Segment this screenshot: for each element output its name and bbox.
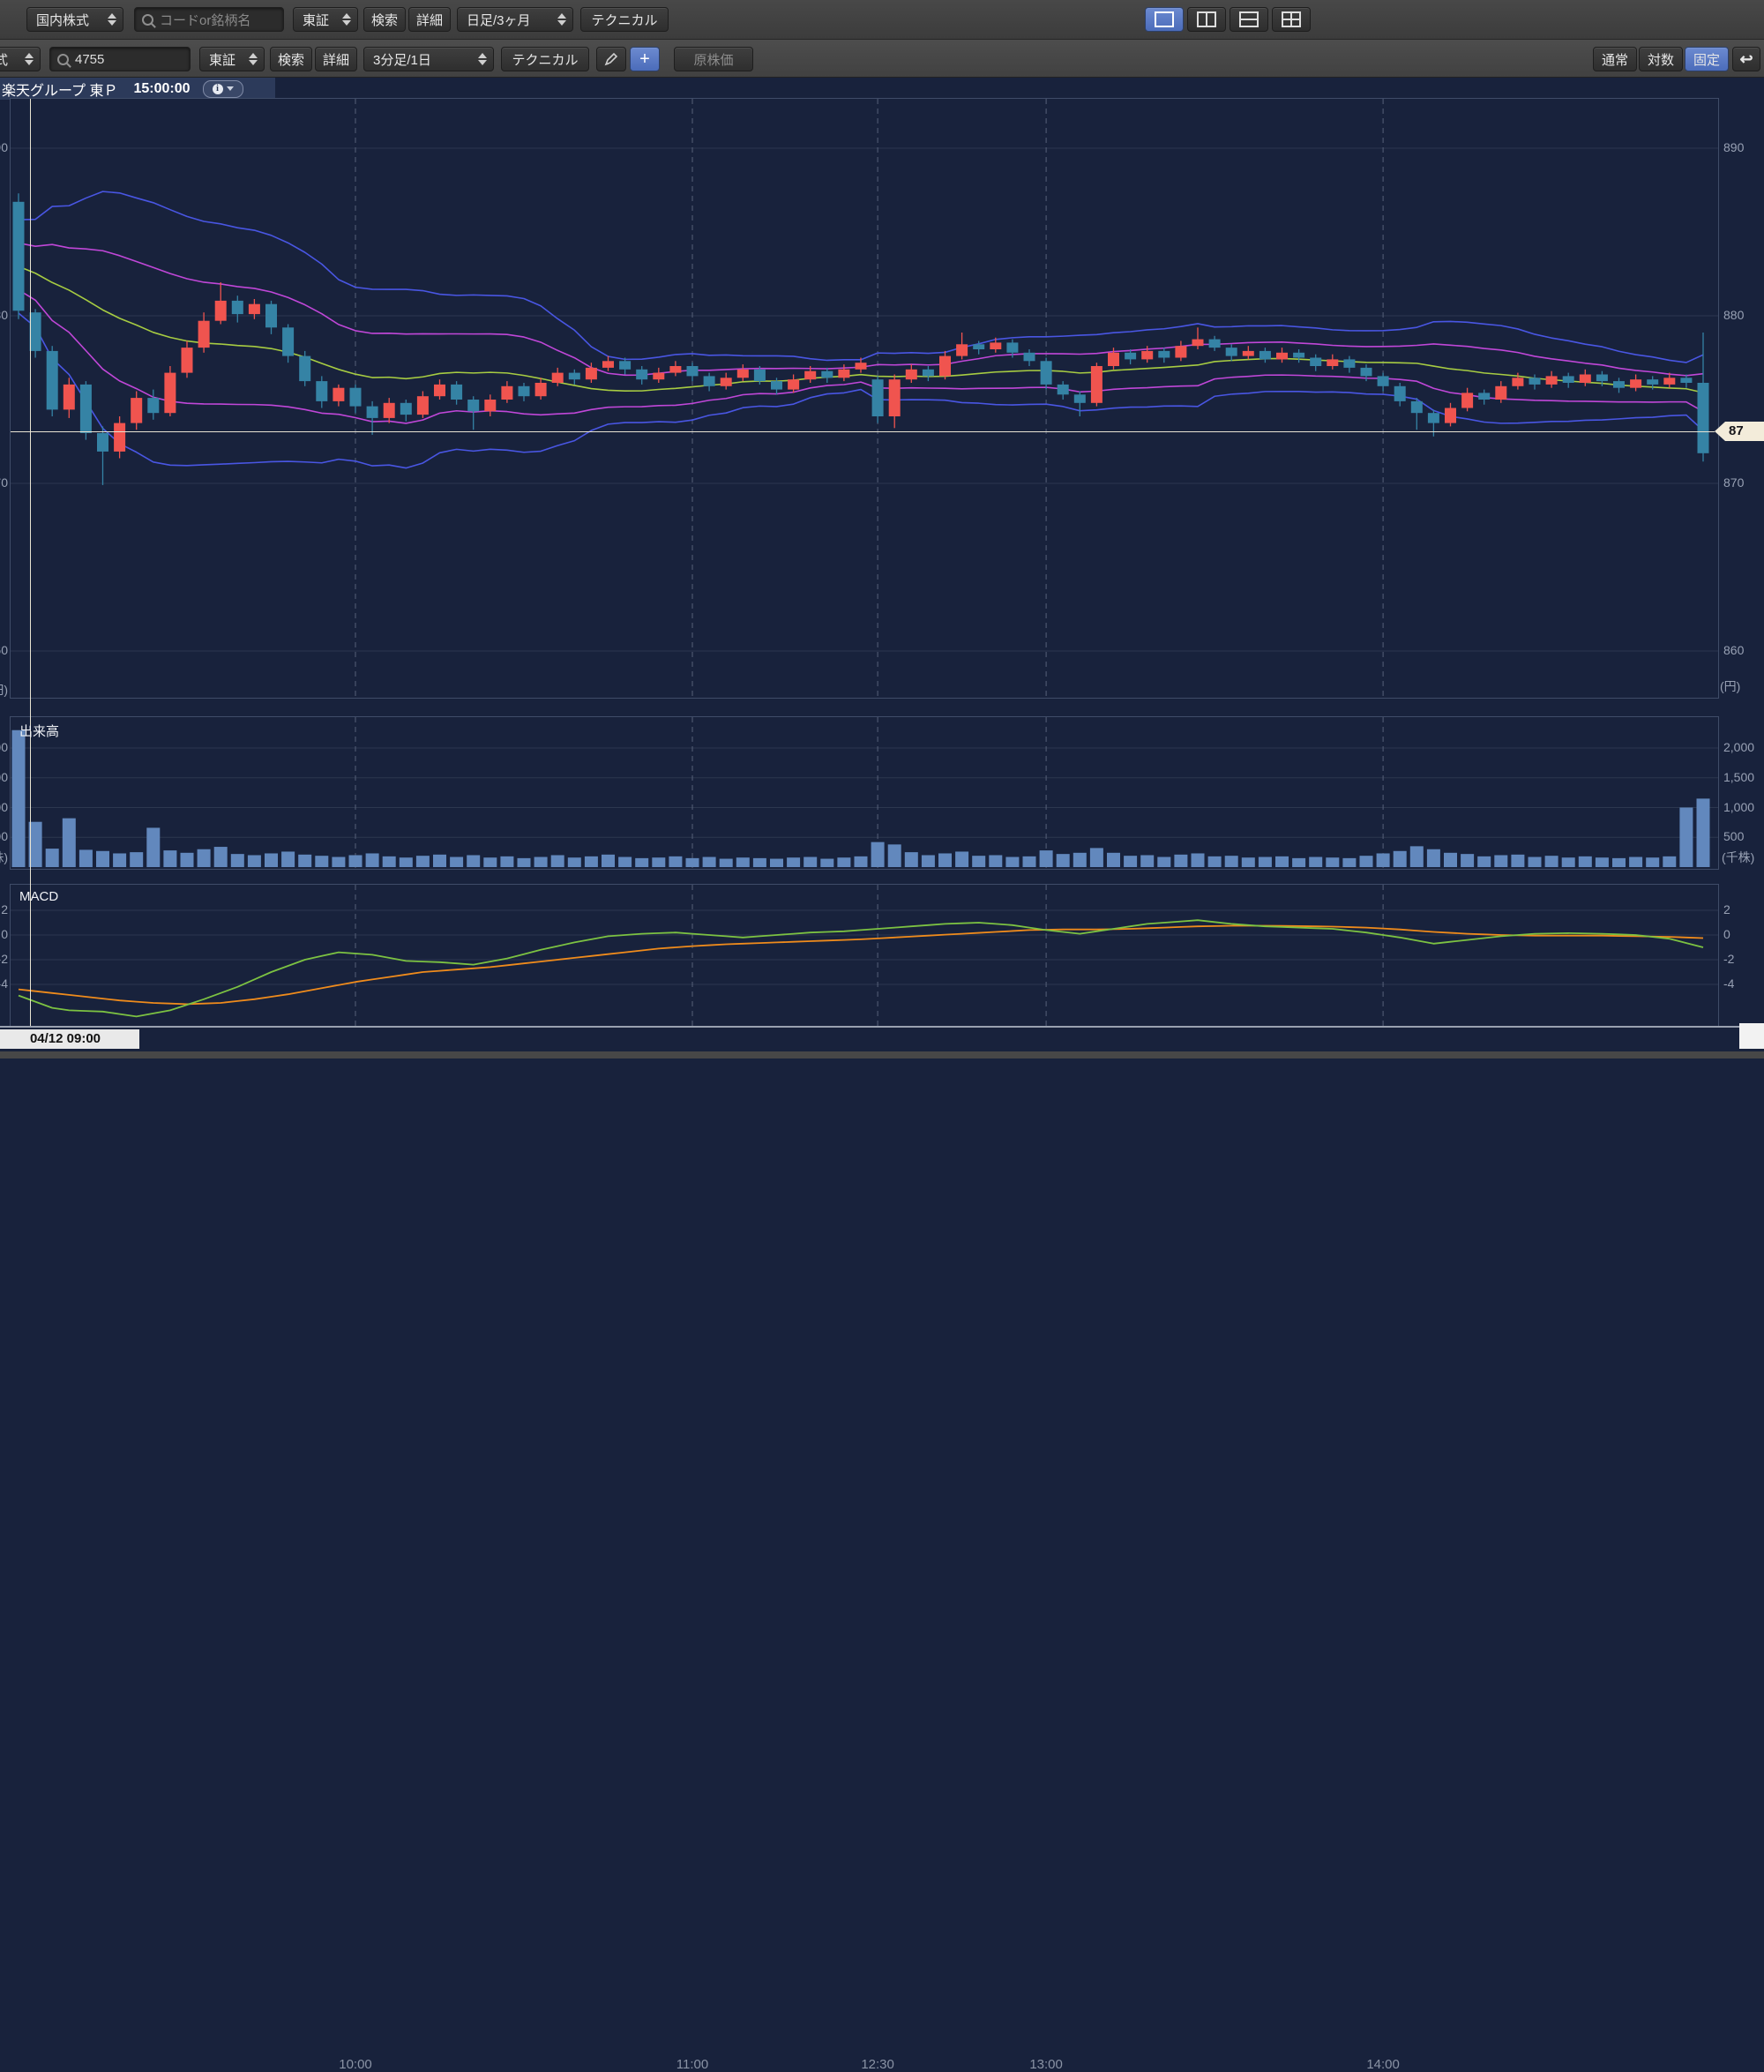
chart-header: 楽天グループ 東Ｐ 15:00:00 i [0, 78, 275, 100]
volume-axis-label-left: 500 [0, 829, 8, 844]
volume-axis-label: 2,000 [1723, 740, 1755, 754]
select-arrows-icon [25, 53, 34, 65]
time-axis-label: 10:00 [339, 2057, 372, 2072]
window-bottom-strip [0, 1051, 1764, 1058]
plus-icon: + [639, 49, 650, 69]
scale-normal-button[interactable]: 通常 [1593, 47, 1637, 71]
scale-log-button[interactable]: 対数 [1639, 47, 1683, 71]
technical-button[interactable]: テクニカル [580, 7, 669, 32]
layout-two-column-button[interactable] [1187, 7, 1226, 32]
layout-grid-button[interactable] [1272, 7, 1311, 32]
volume-axis-label-left: 1,500 [0, 769, 8, 784]
volume-axis-label: 500 [1723, 829, 1745, 844]
info-dropdown-button[interactable]: i [202, 79, 243, 98]
macd-axis-label: 0 [1723, 927, 1730, 941]
crosshair-horizontal-line [11, 431, 1715, 432]
volume-axis-unit: (千株) [1722, 850, 1755, 864]
technical-button[interactable]: テクニカル [501, 47, 589, 71]
trading-app-window: { "toolbar_top": { "market_select": "国内株… [0, 0, 1764, 1058]
layout-grid-icon [1282, 11, 1301, 27]
chevron-down-icon [226, 86, 234, 91]
price-axis-label-left: 880 [0, 308, 8, 322]
volume-axis-label: 1,500 [1723, 769, 1755, 784]
layout-single-button[interactable] [1145, 7, 1184, 32]
symbol-search-input[interactable]: コードor銘柄名 [134, 7, 284, 32]
crosshair-add-button[interactable]: + [630, 47, 660, 71]
scale-fixed-button[interactable]: 固定 [1685, 47, 1729, 71]
interval-select[interactable]: 3分足/1日 [363, 47, 494, 71]
volume-pane-label: 出来高 [19, 724, 60, 739]
detail-button[interactable]: 詳細 [408, 7, 451, 32]
macd-axis-label-left: -2 [0, 952, 8, 966]
macd-axis-label-left: 2 [1, 902, 8, 916]
symbol-code-input[interactable]: 4755 [49, 47, 191, 71]
time-axis-label: 14:00 [1366, 2057, 1400, 2072]
macd-axis-label-left: -4 [0, 976, 8, 991]
layout-single-icon [1155, 11, 1174, 27]
time-axis-label: 12:30 [861, 2057, 894, 2072]
price-axis-label: 880 [1723, 308, 1745, 322]
period-select[interactable]: 日足/3ヶ月 [457, 7, 573, 32]
crosshair-price-tag: 87 [1715, 422, 1764, 441]
price-axis-label: 870 [1723, 475, 1745, 490]
search-button[interactable]: 検索 [363, 7, 406, 32]
select-arrows-icon [249, 53, 258, 65]
volume-pane[interactable] [10, 716, 1719, 870]
draw-tool-button[interactable] [596, 47, 626, 71]
search-icon [142, 13, 153, 26]
top-toolbar: 国内株式 コードor銘柄名 東証 検索 詳細 日足/3ヶ月 テクニカル [0, 0, 1764, 40]
exchange-select[interactable]: 東証 [293, 7, 358, 32]
time-axis-label: 13:00 [1029, 2057, 1063, 2072]
time-axis-line [0, 1026, 1764, 1028]
detail-button[interactable]: 詳細 [315, 47, 357, 71]
search-button[interactable]: 検索 [270, 47, 312, 71]
scrollbar-thumb[interactable] [1739, 1023, 1764, 1049]
volume-axis-label: 1,000 [1723, 799, 1755, 814]
layout-two-row-button[interactable] [1230, 7, 1268, 32]
pencil-icon [604, 52, 618, 66]
undo-arrow-icon: ↩ [1739, 49, 1753, 68]
info-icon: i [212, 83, 223, 94]
price-axis-label-left: 870 [0, 475, 8, 490]
volume-axis-label-left: 2,000 [0, 740, 8, 754]
price-axis-label-left: 890 [0, 140, 8, 154]
market-type-select[interactable]: 国内株式 [26, 7, 123, 32]
price-axis-label: 890 [1723, 140, 1745, 154]
crosshair-date-tag: 04/12 09:00 [0, 1029, 139, 1049]
chart-toolbar: 国内株式 4755 東証 検索 詳細 3分足/1日 テクニカル + 原株価 通常… [0, 40, 1764, 78]
layout-two-row-icon [1239, 11, 1259, 27]
market-type-select-clipped[interactable]: 国内株式 [0, 47, 41, 71]
macd-axis-label-left: 0 [1, 927, 8, 941]
select-arrows-icon [557, 13, 566, 26]
raw-price-button[interactable]: 原株価 [674, 47, 753, 71]
price-chart-pane[interactable] [10, 98, 1719, 699]
price-axis-unit: (円) [1720, 679, 1741, 693]
search-icon [57, 53, 69, 65]
volume-axis-label-left: 1,000 [0, 799, 8, 814]
macd-axis-label: 2 [1723, 902, 1730, 916]
macd-pane[interactable] [10, 884, 1719, 1027]
layout-two-column-icon [1197, 11, 1216, 27]
exchange-select[interactable]: 東証 [199, 47, 265, 71]
quote-time: 15:00:00 [133, 80, 191, 96]
volume-axis-unit-left: (千株) [0, 850, 8, 864]
select-arrows-icon [342, 13, 351, 26]
select-arrows-icon [478, 53, 487, 65]
symbol-name: 楽天グループ 東Ｐ [2, 83, 118, 99]
time-axis-label: 11:00 [676, 2057, 709, 2072]
time-axis: 10:00 11:00 12:30 13:00 14:00 [0, 1026, 1764, 2072]
macd-axis-label: -2 [1723, 952, 1735, 966]
price-axis-unit-left: (円) [0, 683, 8, 697]
price-axis-label: 860 [1723, 643, 1745, 657]
select-arrows-icon [108, 13, 116, 26]
reset-view-button[interactable]: ↩ [1732, 47, 1760, 71]
crosshair-vertical-line [30, 99, 31, 1026]
macd-axis-label: -4 [1723, 976, 1735, 991]
price-axis-label-left: 860 [0, 643, 8, 657]
macd-pane-label: MACD [19, 889, 59, 904]
